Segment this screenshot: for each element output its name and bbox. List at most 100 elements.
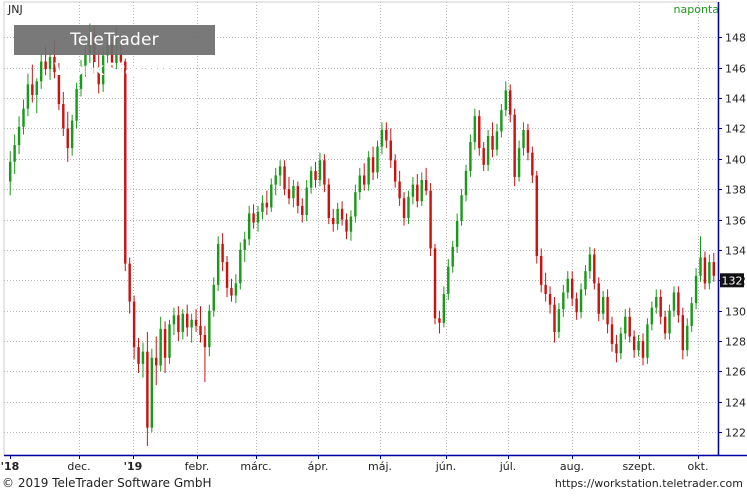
candle-body [411, 184, 415, 197]
candle-body [371, 157, 375, 173]
candle [637, 334, 640, 357]
candle [376, 140, 379, 179]
candle-body [345, 219, 348, 232]
candle-body [420, 180, 423, 202]
candle-body [646, 324, 649, 358]
candle [708, 254, 711, 290]
candle [407, 190, 410, 225]
candle-body [340, 208, 344, 220]
candle-body [115, 53, 118, 64]
candle-body [610, 324, 614, 345]
candle-body [318, 160, 322, 181]
candle [318, 152, 322, 187]
candle-body [278, 166, 282, 176]
x-tick-label: febr. [185, 460, 210, 473]
candle [62, 91, 65, 136]
y-tick-label: 134 [725, 245, 746, 258]
candle [66, 111, 69, 162]
candle-body [358, 175, 362, 193]
candle-body [522, 129, 525, 149]
candle-body [97, 67, 100, 85]
candle [199, 306, 202, 343]
candle-body [150, 357, 154, 428]
candle [26, 73, 30, 117]
candle [137, 338, 140, 373]
candle-body [606, 297, 609, 325]
candle-body [305, 187, 308, 215]
candle [177, 306, 180, 342]
candle-body [163, 328, 167, 358]
candle [340, 201, 344, 226]
candle [194, 309, 198, 332]
y-tick-label: 148 [725, 32, 746, 45]
candle [442, 286, 446, 328]
candle [305, 180, 308, 222]
candle-body [44, 61, 47, 70]
candle [699, 236, 702, 282]
candle [79, 60, 83, 97]
candle-body [336, 208, 339, 225]
y-tick-label: 128 [725, 336, 746, 349]
candle-body [619, 333, 623, 354]
y-tick-label: 146 [725, 63, 746, 76]
candle-body [243, 239, 246, 250]
candle-body [433, 248, 437, 319]
candle-body [491, 135, 494, 150]
candle-body [146, 351, 149, 428]
candle [39, 53, 43, 89]
candle-body [349, 216, 353, 232]
period-label[interactable]: naponta [673, 3, 719, 16]
candle-body [588, 254, 592, 272]
candle-body [270, 184, 273, 208]
candle-body [424, 180, 428, 191]
candle-body [84, 53, 87, 67]
candle-body [203, 334, 207, 348]
candle [221, 233, 224, 272]
candle-body [566, 278, 569, 293]
candle [686, 318, 689, 357]
candle [22, 99, 25, 135]
candle [212, 277, 215, 317]
candle [181, 309, 185, 340]
candle [606, 289, 609, 334]
candle-body [101, 55, 105, 85]
candle [628, 307, 631, 343]
candle [557, 303, 561, 339]
candle [681, 307, 685, 360]
candle-body [486, 135, 490, 165]
candle [677, 286, 680, 323]
candle-body [628, 316, 631, 337]
candle [385, 122, 388, 149]
candle-body [35, 81, 38, 95]
candle [588, 246, 592, 279]
x-tick-label: dec. [67, 460, 90, 473]
candle-body [79, 66, 83, 89]
candle [650, 301, 654, 331]
candle [283, 160, 286, 196]
candle-body [185, 313, 189, 328]
candle-body [535, 175, 539, 256]
candle [570, 271, 574, 307]
candle [619, 327, 623, 360]
candle [261, 195, 264, 220]
footer-url[interactable]: https://workstation.teletrader.com [554, 477, 743, 490]
candle-body [70, 120, 74, 149]
candle-body [703, 257, 707, 284]
candle [278, 160, 282, 187]
candle-body [650, 307, 654, 325]
candle-body [208, 310, 211, 348]
candle [690, 297, 693, 332]
candle-body [597, 283, 600, 314]
candle-body [385, 129, 388, 141]
candle-body [681, 315, 685, 351]
watermark-brand: TeleTrader [70, 30, 159, 50]
y-tick-label: 138 [725, 184, 746, 197]
candle-body [495, 131, 499, 150]
y-tick-label: 130 [725, 306, 746, 319]
candle-body [362, 175, 366, 185]
candle [593, 248, 596, 290]
candle-body [132, 301, 136, 348]
candle [48, 50, 52, 80]
